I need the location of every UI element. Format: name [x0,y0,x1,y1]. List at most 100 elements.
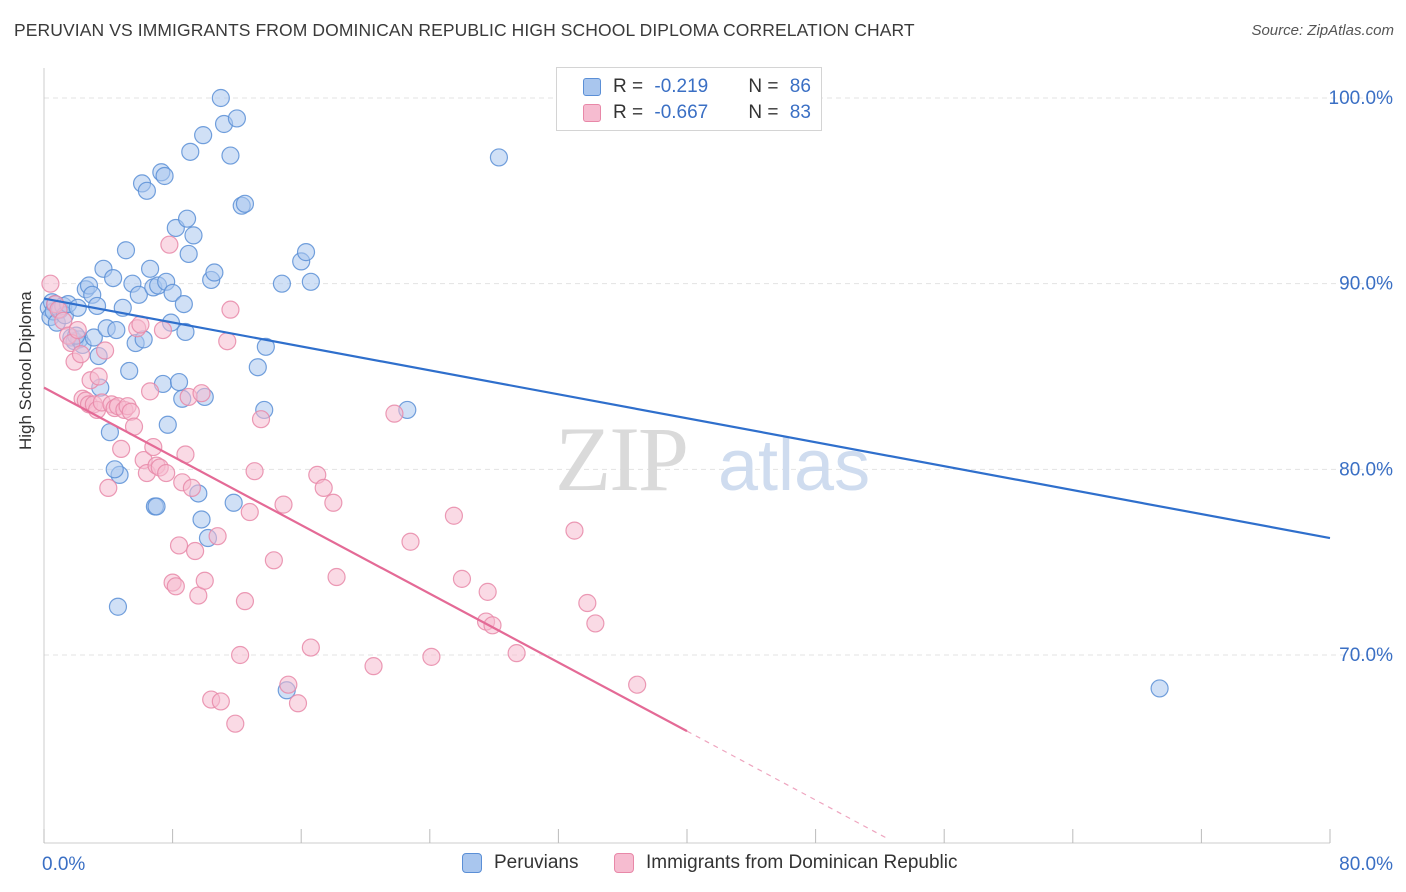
peruvian-point [272,274,292,293]
dominican-point [478,582,497,601]
legend-r-label: R = [613,76,649,97]
dominican-point [231,645,250,665]
peruvian-point [248,358,267,377]
chart-title: PERUVIAN VS IMMIGRANTS FROM DOMINICAN RE… [14,20,915,40]
peruvian-point [155,166,174,186]
peruvian-point [192,510,211,529]
dominican-point [578,593,597,613]
peruvian-point [116,241,136,260]
peruvian-point [174,294,193,314]
peruvian-point [256,337,275,356]
dominican-trend-line [43,386,688,733]
peruvian-point [147,497,166,516]
y-axis-title-wrap: High School Diploma [16,291,36,450]
peruvian-point [108,597,128,616]
legend-row-dominican: R = -0.667 N = 83 [583,101,811,125]
correlation-legend: R = -0.219 N = 86 R = -0.667 N = 83 [556,67,822,131]
grid-lines [44,97,1392,656]
legend-r-value: -0.219 [654,76,709,97]
dominican-point [41,274,60,293]
legend-swatch-pink [583,104,601,122]
dominican-point [221,300,240,319]
peruvian-point [84,328,103,347]
dominican-point [327,567,346,587]
dominican-point [157,463,176,483]
dominican-point [314,478,333,497]
peruvian-point [163,283,182,303]
peruvian-point [296,243,316,262]
dominican-point [444,506,464,525]
dominican-point [235,592,255,611]
dominican-point [507,644,526,663]
dominican-point [218,332,237,351]
dominican-trend-extension [686,730,889,840]
dominican-point [166,577,185,596]
trend-lines [43,297,1331,840]
peruvian-point [301,272,320,291]
dominican-point [628,675,647,694]
y-tick-label: 80.0% [1339,459,1393,480]
peruvian-point [227,109,246,128]
dominican-point [452,569,472,588]
peruvian-point [176,322,195,342]
peruvian-point [205,263,224,282]
peruvian-point [129,285,148,304]
data-points [39,88,1169,733]
peruvian-point [235,194,255,213]
dominican-point [240,502,259,522]
watermark: ZIP atlas [555,408,870,510]
peruvian-trend-line [43,297,1331,540]
peruvian-point [68,298,87,317]
dominican-point [182,478,201,497]
x-tick-label-max: 80.0% [1339,854,1393,875]
legend-swatch-peruvians [462,853,482,873]
dominican-point [95,341,115,360]
dominican-point [160,235,179,254]
legend-n-value: 83 [789,102,811,123]
source-label: Source: ZipAtlas.com [1251,22,1394,39]
peruvian-point [104,268,123,288]
y-tick-label: 70.0% [1339,645,1393,666]
peruvian-point [179,244,198,264]
tick-labels: 100.0% 90.0% 80.0% 70.0% 0.0% 80.0% [42,88,1393,875]
peruvian-point [137,181,156,200]
dominican-point [71,345,91,364]
peruvian-point [211,88,230,108]
dominican-point [264,551,283,570]
dominican-point [112,439,131,459]
legend-item-dominican[interactable]: Immigrants from Dominican Republic [614,852,958,874]
legend-n-label: N = [748,102,784,123]
dominican-point [226,714,245,733]
dominican-point [140,382,160,401]
legend-n-value: 86 [789,76,811,97]
dominican-point [68,320,87,340]
peruvian-point [140,259,160,278]
legend-swatch-dominican [614,853,634,873]
legend-label-dominican: Immigrants from Dominican Republic [646,852,958,873]
dominican-point [401,532,420,551]
y-axis-title: High School Diploma [16,291,35,450]
peruvian-point [120,361,139,381]
peruvian-point [489,148,509,167]
dominican-point [153,320,173,340]
dominican-point [586,614,605,633]
watermark-zip: ZIP [555,408,687,510]
y-tick-label: 100.0% [1329,88,1394,109]
legend-item-peruvians[interactable]: Peruvians [462,852,579,874]
peruvian-point [194,126,213,145]
axes [43,68,1331,844]
peruvian-point [87,296,107,316]
dominican-point [169,536,189,555]
dominican-point [245,462,264,481]
peruvian-point [105,460,124,479]
dominican-point [288,694,308,713]
dominican-point [565,521,584,540]
legend-swatch-blue [583,78,601,96]
peruvian-point [224,493,243,512]
peruvian-point [181,142,200,161]
dominican-point [211,692,230,711]
dominican-point [121,402,140,421]
dominican-point [324,493,343,512]
peruvian-point [184,226,203,245]
